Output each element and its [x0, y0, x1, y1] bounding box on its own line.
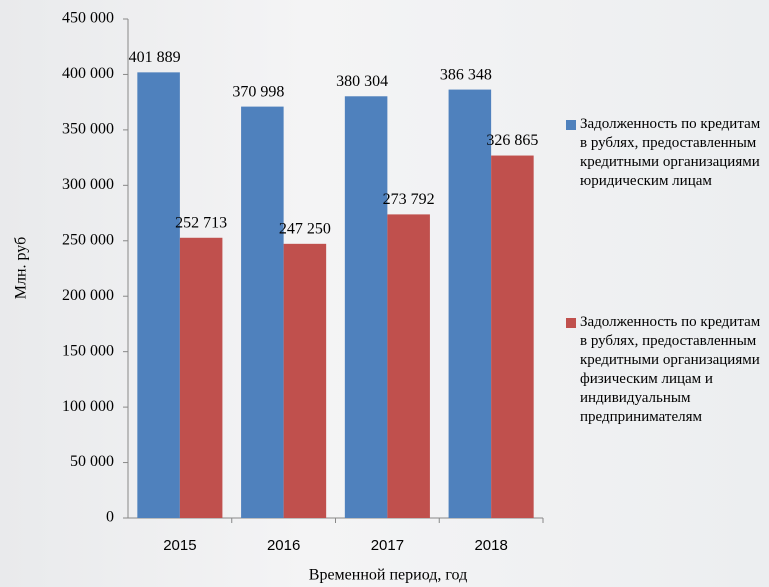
legend-swatch: [566, 120, 576, 130]
y-tick-label: 450 000: [62, 10, 114, 27]
y-axis-label: Млн. руб: [13, 237, 30, 300]
x-tick-label: 2016: [267, 537, 300, 554]
y-tick-label: 300 000: [62, 176, 114, 193]
bar: [283, 243, 327, 519]
value-label: 273 792: [383, 191, 435, 208]
legend-item: Задолженность по кредитам в рублях, пред…: [566, 313, 766, 427]
y-tick-label: 400 000: [62, 65, 114, 82]
x-tick-label: 2015: [163, 537, 196, 554]
value-label: 252 713: [175, 214, 227, 231]
x-tick-label: 2018: [474, 537, 507, 554]
x-tick-label: 2017: [371, 537, 404, 554]
bar: [491, 155, 534, 518]
value-label: 370 998: [232, 83, 284, 100]
bar: [387, 214, 430, 519]
y-tick-label: 100 000: [62, 398, 114, 415]
bar: [137, 72, 180, 518]
x-axis-label: Временной период, год: [309, 567, 467, 584]
bar: [448, 89, 492, 518]
y-tick-label: 0: [106, 509, 114, 526]
legend-label: Задолженность по кредитам в рублях, пред…: [580, 116, 761, 189]
value-label: 401 889: [129, 49, 181, 66]
legend-label: Задолженность по кредитам в рублях, пред…: [580, 314, 761, 425]
value-label: 247 250: [279, 220, 331, 237]
y-tick-label: 200 000: [62, 287, 114, 304]
value-label: 386 348: [440, 66, 492, 83]
value-label: 326 865: [486, 132, 538, 149]
bar: [344, 96, 388, 518]
value-label: 380 304: [336, 73, 388, 90]
bar: [179, 237, 223, 519]
y-tick-label: 150 000: [62, 342, 114, 359]
y-tick-label: 250 000: [62, 231, 114, 248]
legend-item: Задолженность по кредитам в рублях, пред…: [566, 115, 766, 191]
bar: [241, 106, 284, 519]
y-tick-label: 350 000: [62, 121, 114, 138]
legend-swatch: [566, 318, 576, 328]
y-tick-label: 50 000: [70, 453, 114, 470]
